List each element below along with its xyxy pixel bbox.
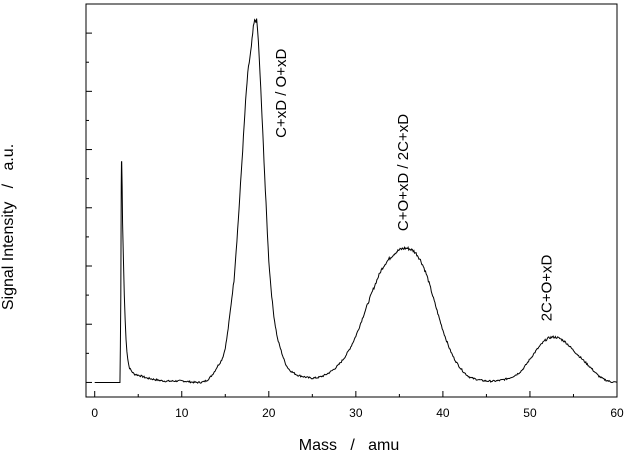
x-tick-label: 60: [610, 406, 624, 420]
plot-frame: [85, 3, 618, 398]
x-axis-label: Mass / amu: [299, 437, 399, 452]
peak-annotation: C+O+xD / 2C+xD: [395, 114, 412, 231]
x-tick-label: 40: [436, 406, 450, 420]
x-tick-label: 50: [523, 406, 537, 420]
peak-annotations: C+xD / O+xD C+O+xD / 2C+xD 2C+O+xD: [273, 49, 556, 322]
x-tick-label: 10: [175, 406, 189, 420]
y-axis-label: Signal Intensity / a.u.: [0, 144, 17, 310]
series-line: [94, 18, 618, 384]
x-tick-label: 20: [262, 406, 276, 420]
peak-annotation: C+xD / O+xD: [273, 49, 290, 138]
y-axis-ticks: [86, 32, 92, 383]
x-axis-ticks: 0 10 20 30 40 50 60: [91, 391, 624, 420]
x-tick-label: 0: [91, 406, 98, 420]
peak-annotation: 2C+O+xD: [539, 254, 556, 321]
x-tick-label: 30: [349, 406, 363, 420]
